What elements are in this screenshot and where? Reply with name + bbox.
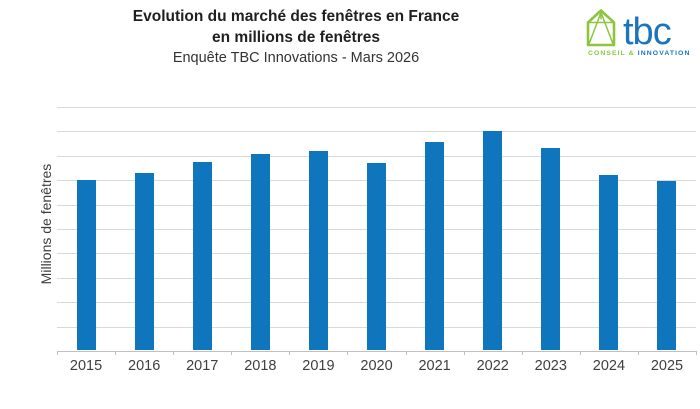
tbc-tagline-left: CONSEIL & <box>588 50 635 57</box>
x-label-2019: 2019 <box>302 358 335 374</box>
x-axis-line <box>57 351 696 352</box>
bar-cell-2015 <box>57 107 115 350</box>
x-axis-labels: 2015 2016 2017 2018 2019 2020 2021 2022 2023 2024… <box>57 358 696 374</box>
bar-cell-2021 <box>406 107 464 350</box>
bar-2017 <box>192 161 212 350</box>
axis-tick <box>289 351 291 355</box>
bar-2020 <box>367 162 387 350</box>
x-label-2016: 2016 <box>128 358 161 374</box>
gridline <box>57 155 696 157</box>
bars-layer <box>57 107 696 350</box>
house-compass-icon <box>586 9 616 47</box>
tbc-logo: tbc CONSEIL & INNOVATION <box>586 9 698 57</box>
gridline <box>57 131 696 133</box>
bar-2019 <box>308 150 328 350</box>
bar-cell-2018 <box>231 107 289 350</box>
bar-2018 <box>250 154 270 350</box>
bar-2023 <box>541 148 561 350</box>
tbc-logo-row: tbc <box>586 9 698 53</box>
plot-area: 2015 2016 2017 2018 2019 2020 2021 2022 2023 2024… <box>57 107 697 374</box>
bar-cell-2016 <box>115 107 173 350</box>
chart-title-line1: Evolution du marché des fenêtres en Fran… <box>132 8 460 25</box>
axis-tick <box>231 351 233 355</box>
bar-2015 <box>76 179 96 350</box>
axis-tick <box>463 351 465 355</box>
axis-tick <box>579 351 581 355</box>
y-axis-label: Millions de fenêtres <box>38 163 54 285</box>
x-label-2017: 2017 <box>186 358 219 374</box>
x-label-2023: 2023 <box>534 358 567 374</box>
chart-subtitle: Enquête TBC Innovations - Mars 2026 <box>172 50 420 66</box>
bar-cell-2017 <box>173 107 231 350</box>
bar-2016 <box>134 172 154 350</box>
axis-tick <box>521 351 523 355</box>
bar-cell-2019 <box>289 107 347 350</box>
bar-2021 <box>425 142 445 350</box>
x-label-2020: 2020 <box>360 358 393 374</box>
bar-2024 <box>599 175 619 350</box>
bar-2025 <box>657 181 677 350</box>
axis-tick <box>637 351 639 355</box>
bar-cell-2020 <box>347 107 405 350</box>
axis-tick <box>405 351 407 355</box>
x-label-2015: 2015 <box>69 358 103 374</box>
chart-header: Evolution du marché des fenêtres en Fran… <box>0 6 592 69</box>
tbc-tagline-right: INNOVATION <box>637 50 691 57</box>
gridline <box>57 107 696 108</box>
bar-cell-2023 <box>522 107 580 350</box>
bar-2022 <box>483 131 503 350</box>
axis-tick <box>57 351 58 355</box>
x-label-2024: 2024 <box>592 358 626 374</box>
tbc-tagline: CONSEIL & INNOVATION <box>588 50 694 57</box>
axis-tick <box>347 351 349 355</box>
axis-tick <box>696 351 697 355</box>
x-label-2022: 2022 <box>476 358 509 374</box>
x-axis-ticks <box>57 351 697 356</box>
bar-cell-2025 <box>638 107 696 350</box>
axis-tick <box>115 351 117 355</box>
bar-cell-2024 <box>580 107 638 350</box>
tbc-brand-text: tbc <box>623 11 672 53</box>
x-label-2021: 2021 <box>418 358 451 374</box>
x-label-2018: 2018 <box>244 358 277 374</box>
chart-title-line2: en millions de fenêtres <box>212 29 380 46</box>
axis-tick <box>173 351 175 355</box>
bar-cell-2022 <box>464 107 522 350</box>
x-label-2025: 2025 <box>650 358 684 374</box>
